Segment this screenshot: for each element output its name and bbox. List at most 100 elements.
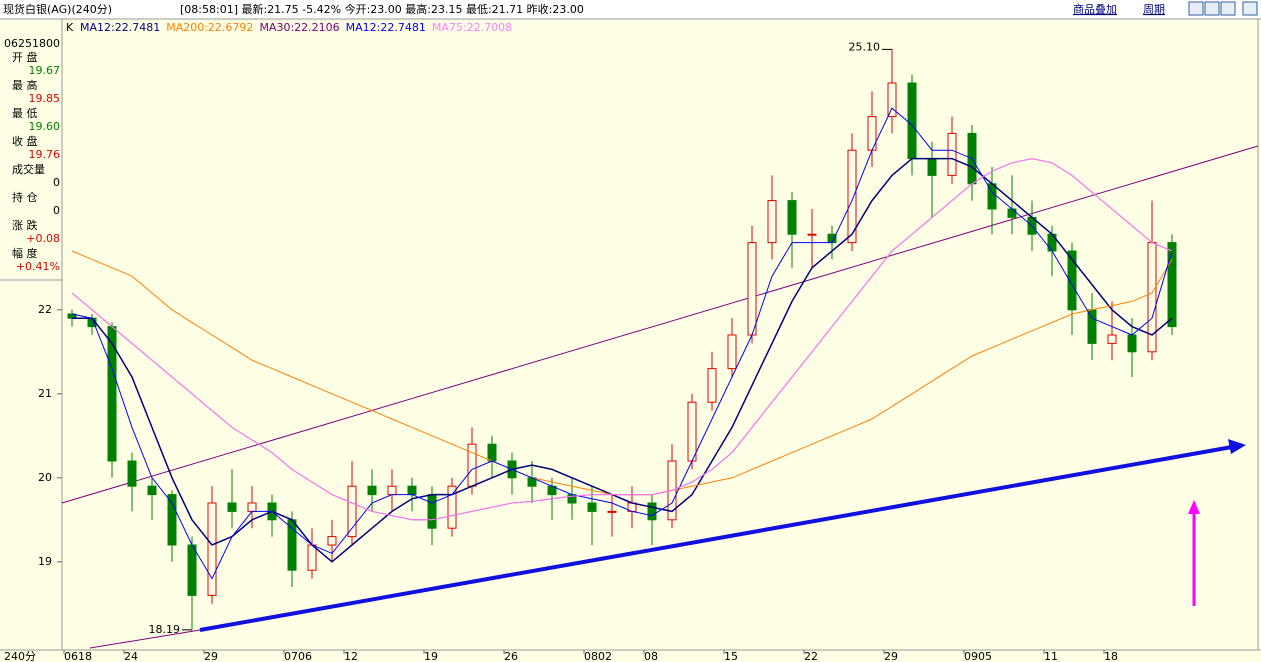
x-tick-label: 29 <box>204 650 218 662</box>
header-quote: [08:58:01] 最新:21.75 -5.42% 今开:23.00 最高:2… <box>180 2 584 16</box>
info-label: 成交量 <box>12 162 45 176</box>
price-annotation: 18.19 <box>149 623 181 636</box>
period-button[interactable]: 周期 <box>1143 3 1165 16</box>
candle-body <box>687 401 697 462</box>
candle-body <box>787 200 797 235</box>
window-buttons <box>1188 1 1258 16</box>
x-tick-label: 26 <box>504 650 518 662</box>
info-value: 19.85 <box>29 92 61 105</box>
candle-body <box>1127 334 1137 353</box>
y-tick-label: 21 <box>38 387 52 400</box>
candle-body <box>367 485 377 496</box>
candle-body <box>647 502 657 521</box>
candle-body <box>327 536 337 546</box>
x-tick-label: 18 <box>1104 650 1118 662</box>
x-tick-label: 22 <box>804 650 818 662</box>
info-label: 最 高 <box>12 78 38 92</box>
candle-body <box>247 502 257 512</box>
info-label: 最 低 <box>12 107 38 120</box>
candle-body <box>767 200 777 244</box>
candle-body <box>747 242 757 336</box>
legend-entry: MA12:22.7481 <box>346 21 426 34</box>
info-label: 幅 度 <box>12 246 38 260</box>
x-tick-label: 24 <box>124 650 138 662</box>
candle-body <box>187 544 197 596</box>
legend-entry: MA75:22.7008 <box>432 21 512 34</box>
candle-body <box>1007 208 1017 218</box>
x-tick-label: 29 <box>884 650 898 662</box>
candle-body <box>287 519 297 571</box>
nav-left[interactable] <box>1188 1 1204 16</box>
y-tick-label: 22 <box>38 303 52 316</box>
nav-end[interactable] <box>1220 1 1236 16</box>
price-annotation: 25.10 <box>849 40 881 53</box>
trend-line-upper <box>61 145 1259 504</box>
candle-body <box>387 485 397 496</box>
x-tick-label: 0618 <box>64 650 92 662</box>
x-tick-label: 15 <box>724 650 738 662</box>
candle-body <box>347 485 357 538</box>
support-arrowhead <box>1228 439 1246 454</box>
candle-body <box>807 233 817 236</box>
candle-body <box>427 494 437 529</box>
info-label: 开 盘 <box>12 50 38 64</box>
legend-entry: MA30:22.2106 <box>259 21 339 34</box>
close[interactable] <box>1242 1 1258 16</box>
candle-body <box>727 334 737 370</box>
x-tick-label: 19 <box>424 650 438 662</box>
overlay-button[interactable]: 商品叠加 <box>1073 2 1117 16</box>
candle-body <box>1107 334 1117 344</box>
candle-body <box>227 502 237 512</box>
x-tick-label: 0706 <box>284 650 312 662</box>
info-label: 涨 跌 <box>12 218 38 232</box>
x-tick-label: 08 <box>644 650 658 662</box>
candle-body <box>607 510 617 513</box>
legend-entry: MA200:22.6792 <box>166 21 253 34</box>
candle-body <box>947 132 957 176</box>
ma-line <box>72 157 1173 563</box>
support-arrow <box>199 445 1233 632</box>
info-value: +0.08 <box>26 232 60 245</box>
legend-entry: MA12:22.7481 <box>80 21 160 34</box>
info-value: 0 <box>53 204 60 217</box>
candle-body <box>167 494 177 546</box>
info-value: 0 <box>53 176 60 189</box>
candle-body <box>907 82 917 160</box>
candle-body <box>587 502 597 512</box>
candle-body <box>127 460 137 487</box>
info-value: 19.76 <box>29 148 61 161</box>
ma-line <box>71 107 1173 580</box>
x-tick-label: 0802 <box>584 650 612 662</box>
candle-body <box>487 443 497 462</box>
candle-body <box>1167 242 1177 328</box>
candle-body <box>847 149 857 244</box>
info-value: 19.60 <box>29 120 61 133</box>
candle-body <box>207 502 217 596</box>
period-label: 240分 <box>4 650 36 662</box>
x-tick-label: 11 <box>1044 650 1058 662</box>
y-tick-label: 20 <box>38 471 52 484</box>
nav-right[interactable] <box>1204 1 1220 16</box>
header-title: 现货白银(AG)(240分) <box>3 2 112 16</box>
x-tick-label: 12 <box>344 650 358 662</box>
candle-body <box>927 158 937 176</box>
candle-body <box>707 368 717 403</box>
y-tick-label: 19 <box>38 555 52 568</box>
candle-body <box>887 82 897 118</box>
candle-body <box>307 544 317 571</box>
candle-body <box>1067 250 1077 311</box>
x-tick-label: 0905 <box>964 650 992 662</box>
candle-body <box>407 485 417 496</box>
up-arrowhead <box>1188 500 1200 514</box>
trend-line-lower <box>89 629 201 649</box>
candle-body <box>447 485 457 529</box>
ma-line <box>71 158 1173 521</box>
legend-prefix: K <box>66 21 74 34</box>
candle-body <box>1087 309 1097 344</box>
info-label: 收 盘 <box>12 134 38 148</box>
info-value: 19.67 <box>29 64 61 77</box>
candle-body <box>147 485 157 496</box>
info-label: 持 仓 <box>12 190 38 204</box>
